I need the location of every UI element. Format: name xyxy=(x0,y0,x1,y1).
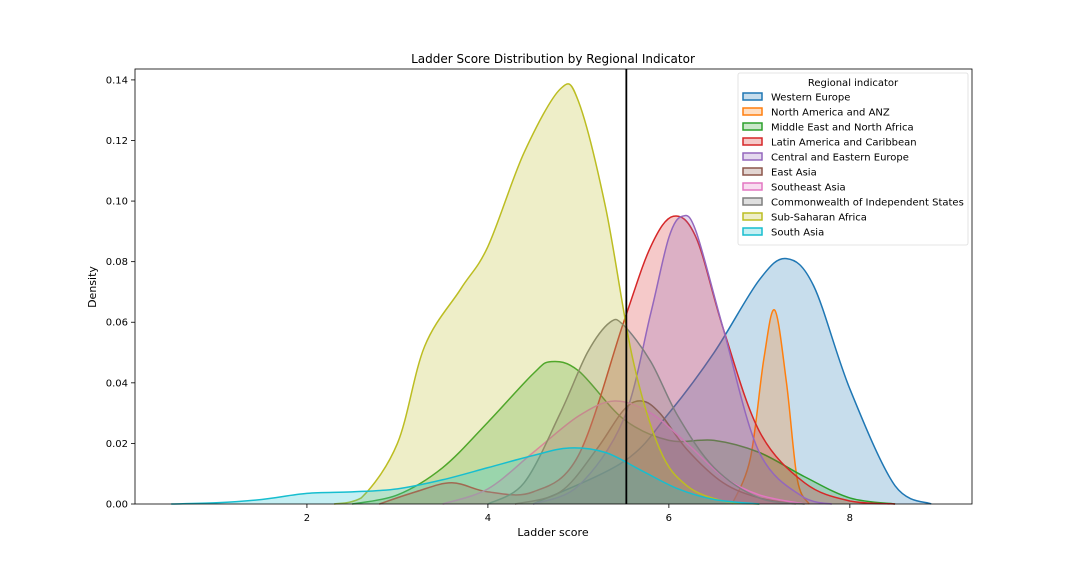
density-area-east-asia xyxy=(515,400,796,504)
y-tick-label: 0.04 xyxy=(106,378,128,389)
legend-label: Southeast Asia xyxy=(771,183,846,194)
legend-entry: Commonwealth of Independent States xyxy=(742,197,964,209)
x-tick-label: 6 xyxy=(666,513,672,524)
legend-swatch xyxy=(742,137,763,146)
x-tick-label: 4 xyxy=(485,513,491,524)
x-axis-label: Ladder score xyxy=(517,526,588,539)
density-line-middle-east-and-north-africa xyxy=(352,360,896,505)
legend-label: East Asia xyxy=(771,168,817,179)
y-axis-label: Density xyxy=(86,266,99,308)
y-tick-label: 0.00 xyxy=(106,500,128,511)
y-tick-label: 0.10 xyxy=(106,197,128,208)
density-area-western-europe xyxy=(533,258,932,504)
legend-swatch xyxy=(742,107,763,116)
y-tick-label: 0.06 xyxy=(106,318,128,329)
density-line-southeast-asia xyxy=(442,400,805,505)
chart-title: Ladder Score Distribution by Regional In… xyxy=(411,52,695,66)
legend-swatch xyxy=(742,182,763,191)
legend-label: Latin America and Caribbean xyxy=(771,138,917,149)
legend: Regional indicator Western Europe North Am… xyxy=(737,72,969,246)
legend-label: North America and ANZ xyxy=(771,108,890,119)
density-area-latin-america-and-caribbean xyxy=(379,215,896,504)
density-area-southeast-asia xyxy=(442,400,805,504)
axis-ticks: 2 4 6 8 0.00 0.02 0.04 0.06 0.08 0.10 0.12 0.14 xyxy=(106,75,853,524)
density-line-western-europe xyxy=(532,257,932,505)
y-tick-label: 0.08 xyxy=(106,257,128,268)
legend-entry: South Asia xyxy=(742,227,824,239)
plot-area xyxy=(171,69,932,505)
legend-swatch xyxy=(742,227,763,236)
legend-label: Middle East and North Africa xyxy=(771,123,914,134)
x-tick-label: 2 xyxy=(304,513,310,524)
legend-label: Sub-Saharan Africa xyxy=(771,213,867,224)
density-line-south-asia xyxy=(171,447,760,505)
legend-label: South Asia xyxy=(771,228,824,239)
legend-frame xyxy=(737,72,969,246)
density-line-east-asia xyxy=(514,400,796,505)
legend-swatch xyxy=(742,197,763,206)
legend-entry: East Asia xyxy=(742,167,817,179)
legend-label: Commonwealth of Independent States xyxy=(771,198,964,209)
density-area-south-asia xyxy=(171,447,760,504)
density-line-central-and-eastern-europe xyxy=(532,214,832,505)
density-area-central-and-eastern-europe xyxy=(533,215,832,505)
legend-swatch xyxy=(742,92,763,101)
legend-entry: Central and Eastern Europe xyxy=(742,152,909,164)
y-tick-label: 0.12 xyxy=(106,136,128,147)
legend-entry: Middle East and North Africa xyxy=(742,122,914,134)
legend-swatch xyxy=(742,212,763,221)
legend-entry: Sub-Saharan Africa xyxy=(742,212,867,224)
x-tick-label: 8 xyxy=(847,513,853,524)
legend-title: Regional indicator xyxy=(808,78,899,89)
density-area-sub-saharan-africa xyxy=(334,83,760,505)
legend-swatch xyxy=(742,122,763,131)
density-line-sub-saharan-africa xyxy=(333,83,760,505)
legend-entry: North America and ANZ xyxy=(742,107,890,119)
legend-entry: Latin America and Caribbean xyxy=(742,137,917,149)
density-line-latin-america-and-caribbean xyxy=(379,215,896,505)
legend-label: Western Europe xyxy=(771,93,850,104)
y-tick-label: 0.14 xyxy=(106,75,128,86)
legend-swatch xyxy=(742,167,763,176)
density-line-north-america-and-anz xyxy=(731,309,810,505)
legend-label: Central and Eastern Europe xyxy=(771,153,909,164)
y-tick-label: 0.02 xyxy=(106,439,128,450)
plot-frame xyxy=(134,68,973,505)
density-line-commonwealth-of-independent-states xyxy=(487,318,805,505)
legend-entry: Southeast Asia xyxy=(742,182,846,194)
legend-entry: Western Europe xyxy=(742,92,850,104)
legend-swatch xyxy=(742,152,763,161)
